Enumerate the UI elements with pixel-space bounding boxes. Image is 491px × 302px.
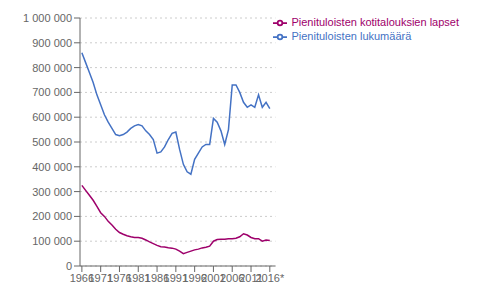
svg-text:2011: 2011 xyxy=(239,271,263,284)
svg-text:700 000: 700 000 xyxy=(32,86,72,98)
svg-text:100 000: 100 000 xyxy=(32,235,72,247)
svg-text:500 000: 500 000 xyxy=(32,136,72,148)
svg-text:2006: 2006 xyxy=(220,271,245,284)
html-text:Pienituloisten kotitalouksien: Pienituloisten kotitalouksien lapset xyxy=(291,16,459,28)
svg-text:1976: 1976 xyxy=(107,271,132,284)
svg-text:1971: 1971 xyxy=(88,271,113,284)
html-text:Pienituloisten lukumäärä: Pienituloisten lukumäärä xyxy=(291,30,412,43)
svg-text:300 000: 300 000 xyxy=(32,186,72,198)
svg-text:600 000: 600 000 xyxy=(32,111,72,123)
svg-text:0: 0 xyxy=(66,260,72,272)
svg-text:1966: 1966 xyxy=(69,271,95,284)
svg-text:1991: 1991 xyxy=(163,271,189,284)
svg-text:2001: 2001 xyxy=(201,271,226,284)
svg-text:1986: 1986 xyxy=(144,271,170,284)
svg-text:2016*: 2016* xyxy=(255,272,284,284)
svg-text:1996: 1996 xyxy=(182,271,207,284)
svg-text:1981: 1981 xyxy=(126,271,151,284)
svg-text:200 000: 200 000 xyxy=(32,210,72,222)
svg-text:900 000: 900 000 xyxy=(32,37,72,49)
svg-text:400 000: 400 000 xyxy=(32,161,72,173)
svg-text:1 000 000: 1 000 000 xyxy=(23,12,72,24)
svg-text:800 000: 800 000 xyxy=(32,62,72,74)
